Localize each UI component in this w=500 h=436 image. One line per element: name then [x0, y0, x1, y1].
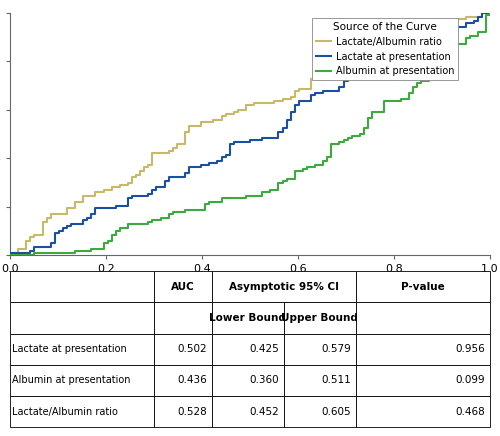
Bar: [154, 271, 212, 302]
Lactate at presentation: [239, 140, 245, 145]
Bar: [356, 302, 490, 334]
Lactate/Albumin ratio: [178, 142, 184, 147]
Bar: [10, 396, 154, 427]
Bar: [10, 302, 154, 334]
Albumin at presentation: [268, 187, 274, 192]
Bar: [284, 365, 356, 396]
Bar: [212, 302, 284, 334]
Lactate at presentation: [487, 10, 493, 16]
Line: Lactate at presentation: Lactate at presentation: [10, 13, 490, 255]
Albumin at presentation: [92, 246, 98, 252]
Text: Asymptotic 95% CI: Asymptotic 95% CI: [228, 282, 338, 292]
Bar: [356, 334, 490, 365]
Lactate at presentation: [56, 228, 62, 233]
Albumin at presentation: [296, 168, 302, 174]
Lactate/Albumin ratio: [487, 10, 493, 16]
Text: 0.360: 0.360: [249, 375, 279, 385]
Bar: [212, 271, 356, 302]
Albumin at presentation: [450, 58, 456, 63]
Bar: [154, 365, 212, 396]
Bar: [356, 396, 490, 427]
Text: 0.605: 0.605: [321, 407, 351, 417]
Text: 0.099: 0.099: [456, 375, 485, 385]
Text: 0.502: 0.502: [177, 344, 207, 354]
Text: Upper Bound: Upper Bound: [281, 313, 358, 323]
Lactate/Albumin ratio: [324, 76, 330, 82]
Lactate/Albumin ratio: [198, 119, 204, 124]
Lactate at presentation: [214, 160, 220, 165]
Lactate/Albumin ratio: [40, 220, 46, 225]
Bar: [154, 302, 212, 334]
Line: Lactate/Albumin ratio: Lactate/Albumin ratio: [10, 13, 490, 255]
Bar: [356, 271, 490, 302]
Albumin at presentation: [418, 80, 424, 85]
X-axis label: 1 - Specificity: 1 - Specificity: [202, 278, 298, 291]
Bar: [284, 334, 356, 365]
Bar: [212, 365, 284, 396]
Text: 0.956: 0.956: [456, 344, 485, 354]
Bar: [154, 396, 212, 427]
Text: 0.425: 0.425: [249, 344, 279, 354]
Lactate/Albumin ratio: [479, 10, 485, 16]
Bar: [212, 396, 284, 427]
Bar: [212, 334, 284, 365]
Albumin at presentation: [381, 105, 387, 110]
Text: 0.452: 0.452: [249, 407, 279, 417]
Bar: [10, 334, 154, 365]
Albumin at presentation: [487, 10, 493, 16]
Text: 0.436: 0.436: [177, 375, 207, 385]
Lactate at presentation: [422, 43, 428, 48]
Text: 0.528: 0.528: [177, 407, 207, 417]
Bar: [10, 271, 154, 302]
Text: Lactate at presentation: Lactate at presentation: [12, 344, 127, 354]
Text: 0.511: 0.511: [321, 375, 351, 385]
Text: P-value: P-value: [401, 282, 444, 292]
Albumin at presentation: [487, 10, 493, 16]
Text: Lower Bound: Lower Bound: [209, 313, 286, 323]
Text: 0.579: 0.579: [321, 344, 351, 354]
Text: Lactate/Albumin ratio: Lactate/Albumin ratio: [12, 407, 118, 417]
Lactate/Albumin ratio: [7, 252, 13, 258]
Text: AUC: AUC: [171, 282, 194, 292]
Lactate at presentation: [7, 252, 13, 258]
Bar: [284, 396, 356, 427]
Albumin at presentation: [7, 252, 13, 258]
Bar: [284, 302, 356, 334]
Lactate/Albumin ratio: [418, 41, 424, 47]
Bar: [10, 365, 154, 396]
Lactate at presentation: [390, 66, 396, 71]
Text: Albumin at presentation: Albumin at presentation: [12, 375, 131, 385]
Line: Albumin at presentation: Albumin at presentation: [10, 13, 490, 255]
Bar: [154, 334, 212, 365]
Text: 0.468: 0.468: [456, 407, 485, 417]
Lactate/Albumin ratio: [377, 60, 383, 65]
Bar: [356, 365, 490, 396]
Legend: Lactate/Albumin ratio, Lactate at presentation, Albumin at presentation: Lactate/Albumin ratio, Lactate at presen…: [312, 18, 458, 80]
Lactate at presentation: [479, 10, 485, 16]
Lactate at presentation: [340, 84, 346, 89]
